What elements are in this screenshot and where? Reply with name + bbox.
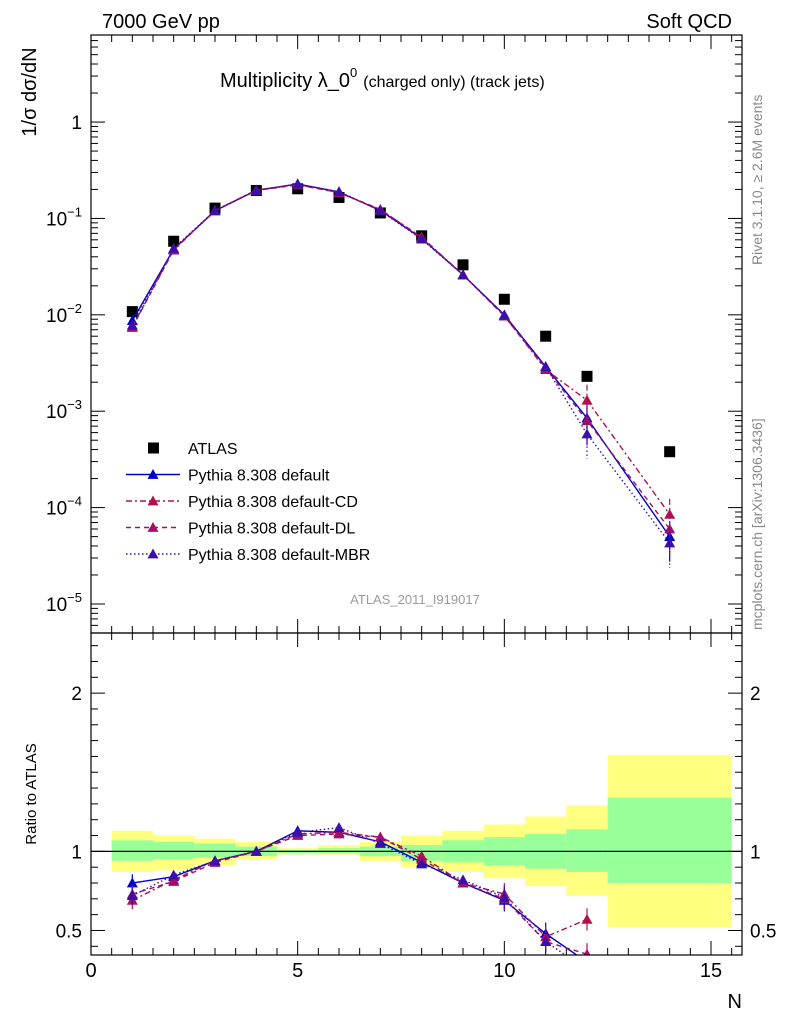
ratio-point-mbr	[416, 858, 428, 869]
ratio-band-green	[318, 848, 360, 853]
ratio-uncertainty-bands	[111, 754, 732, 928]
ratio-y-axis-label: Ratio to ATLAS	[23, 743, 40, 844]
ratio-point-mbr	[209, 855, 221, 866]
x-tick-label: 5	[292, 960, 303, 982]
main-point-mbr	[457, 269, 469, 280]
ratio-band-green	[607, 797, 732, 884]
ratio-line-cd	[132, 831, 588, 938]
ratio-band-green	[153, 841, 195, 860]
ratio-axis-ticks: 0 5 10 15 0.5 0.5 1 1 2 2	[56, 633, 776, 982]
main-y-tick-label: 10−5	[46, 590, 82, 616]
atlas-point	[498, 293, 510, 305]
main-point-mbr	[292, 178, 304, 189]
ratio-plot-frame	[90, 632, 743, 956]
ratio-line-dl	[132, 833, 588, 955]
ratio-y-tick-label-right: 0.5	[750, 921, 776, 942]
ratio-point-dl	[168, 875, 180, 886]
legend: ATLAS Pythia 8.308 default Pythia 8.308 de…	[126, 441, 370, 564]
main-axis-ticks: 10−5 10−4 10−3 10−2 10−1 1	[46, 34, 742, 633]
main-point-mbr	[126, 319, 138, 330]
legend-marker-mbr	[147, 548, 159, 559]
ratio-point-dl	[374, 831, 386, 842]
ratio-point-cd	[581, 913, 593, 924]
ratio-y-tick-label: 2	[71, 684, 82, 705]
ratio-band-green	[194, 843, 236, 858]
ratio-point-default	[582, 957, 593, 967]
ratio-y-tick-label-right: 1	[750, 842, 761, 863]
main-line-mbr	[131, 183, 671, 544]
atlas-point	[540, 330, 552, 342]
main-y-tick-label: 10−1	[46, 204, 82, 230]
main-y-tick-label: 10−4	[46, 494, 82, 520]
legend-label: Pythia 8.308 default	[188, 468, 330, 485]
x-tick-label: 15	[700, 960, 722, 982]
ratio-point-mbr	[168, 869, 180, 880]
x-tick-label: 10	[493, 960, 515, 982]
ratio-point-dl	[583, 948, 591, 955]
ratio-point-mbr	[250, 845, 262, 856]
ratio-point-default	[126, 877, 138, 888]
ratio-point-mbr	[457, 874, 469, 885]
main-point-mbr	[168, 242, 180, 253]
main-series-layer	[126, 178, 676, 568]
legend-label: Pythia 8.308 default-MBR	[188, 547, 370, 564]
atlas-point	[457, 259, 469, 271]
ratio-point-mbr	[540, 936, 552, 946]
main-point-mbr	[209, 204, 221, 215]
main-point-mbr	[498, 309, 510, 320]
atlas-point	[664, 446, 676, 458]
atlas-point	[168, 235, 180, 247]
ratio-point-mbr	[498, 891, 510, 902]
main-y-tick-label: 1	[71, 113, 82, 134]
atlas-point	[581, 370, 593, 382]
main-point-mbr	[250, 184, 262, 195]
main-point-mbr	[374, 205, 386, 216]
rivet-label: Rivet 3.1.10, ≥ 2.6M events	[749, 95, 765, 265]
ratio-point-mbr	[333, 822, 345, 833]
main-point-mbr	[664, 537, 676, 548]
x-tick-label: 0	[85, 960, 96, 982]
main-y-tick-label: 10−2	[46, 301, 82, 327]
legend-label: ATLAS	[188, 441, 238, 458]
ratio-point-mbr	[292, 826, 304, 837]
legend-marker-atlas	[148, 442, 159, 454]
main-line-cd	[131, 183, 671, 515]
main-point-mbr	[581, 428, 593, 439]
ratio-band-green	[111, 840, 153, 861]
analysis-watermark: ATLAS_2011_I919017	[350, 592, 480, 607]
ratio-line-mbr	[132, 826, 567, 955]
main-point-dl	[581, 415, 593, 425]
legend-label: Pythia 8.308 default-DL	[188, 521, 355, 538]
atlas-point	[333, 191, 345, 203]
plot-title: Multiplicity λ_00(charged only) (track j…	[220, 65, 545, 92]
legend-marker-cd	[147, 495, 159, 506]
ratio-y-tick-label-right: 2	[750, 684, 761, 705]
ratio-point-mbr	[374, 837, 386, 848]
ratio-band-green	[566, 829, 608, 872]
main-y-tick-label: 10−3	[46, 397, 82, 423]
ratio-point-dl	[333, 828, 345, 839]
ratio-point-mbr	[582, 965, 593, 975]
header-left: 7000 GeV pp	[102, 11, 220, 33]
main-point-mbr	[416, 233, 428, 244]
main-y-axis-label: 1/σ dσ/dN	[19, 47, 41, 136]
ratio-y-tick-label: 1	[71, 842, 82, 863]
legend-label: Pythia 8.308 default-CD	[188, 494, 358, 511]
main-point-mbr	[333, 186, 345, 196]
ratio-series-layer	[126, 822, 593, 975]
legend-marker-default	[147, 469, 159, 479]
header-right: Soft QCD	[646, 11, 732, 33]
main-plot-frame	[90, 34, 743, 634]
ratio-y-tick-label: 0.5	[56, 921, 82, 942]
legend-marker-dl	[147, 522, 159, 532]
atlas-point	[126, 306, 138, 318]
x-axis-label: N	[728, 991, 742, 1013]
mcplots-label: mcplots.cern.ch [arXiv:1306.3436]	[749, 418, 765, 630]
ratio-point-mbr	[126, 890, 138, 901]
main-point-mbr	[540, 361, 552, 372]
main-point-cd	[581, 394, 593, 405]
